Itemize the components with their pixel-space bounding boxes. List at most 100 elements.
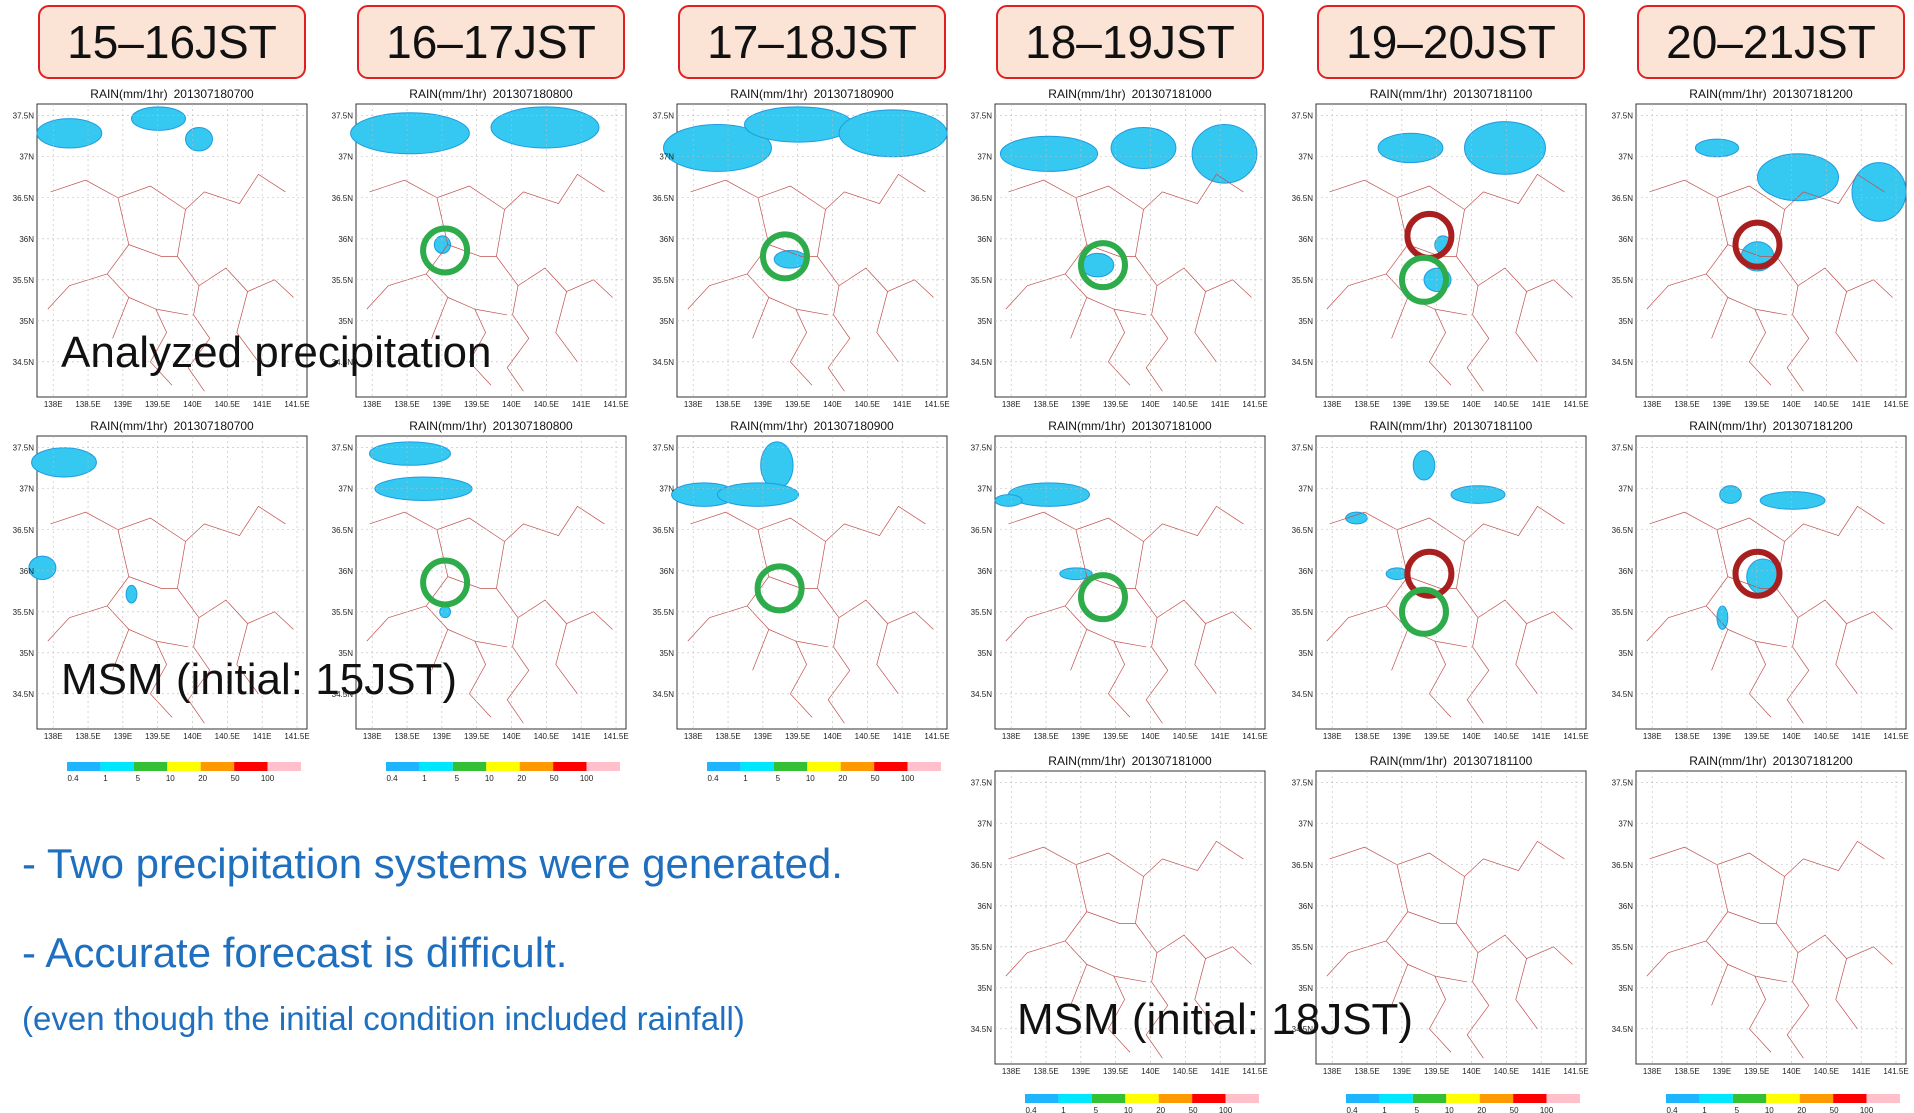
lon-label: 141E <box>1852 400 1871 409</box>
map-panel: RAIN(mm/1hr) 201307181200 37.5N 37N 36.5N 36N… <box>1612 754 1909 1076</box>
lat-label: 35N <box>659 317 674 326</box>
lon-label: 138.5E <box>1354 1067 1379 1076</box>
lon-label: 139.5E <box>1103 400 1128 409</box>
colorbar-label: 1 <box>103 774 108 783</box>
lat-label: 35N <box>19 649 34 658</box>
colorbar-segment <box>1833 1094 1867 1103</box>
lon-label: 139E <box>114 732 133 741</box>
map-panel: RAIN(mm/1hr) 201307181100 37.5N 37N 36.5N 36N… <box>1292 419 1589 741</box>
lon-label: 141E <box>572 732 591 741</box>
panel-variable: RAIN(mm/1hr) <box>1370 419 1447 433</box>
map-panel: RAIN(mm/1hr) 201307181100 37.5N 37N 36.5N 36N… <box>1292 87 1589 409</box>
lon-label: 141.5E <box>924 400 949 409</box>
colorbar-label: 50 <box>1830 1106 1839 1113</box>
lat-label: 35N <box>1298 317 1313 326</box>
lon-label: 138E <box>44 732 63 741</box>
colorbar-label: 10 <box>166 774 175 783</box>
lon-label: 138.5E <box>394 732 419 741</box>
lon-label: 141.5E <box>1563 732 1588 741</box>
lon-label: 138E <box>1323 400 1342 409</box>
panel-variable: RAIN(mm/1hr) <box>1689 419 1766 433</box>
lat-label: 35N <box>19 317 34 326</box>
lon-label: 140E <box>183 400 202 409</box>
highlight-circle <box>1078 240 1128 291</box>
lat-label: 37N <box>1618 820 1633 829</box>
panel-timestamp: 201307181100 <box>1453 754 1533 768</box>
panel-timestamp: 201307181100 <box>1453 419 1533 433</box>
lon-label: 139.5E <box>1103 1067 1128 1076</box>
lon-label: 140E <box>183 732 202 741</box>
map-panel: RAIN(mm/1hr) 201307181200 37.5N 37N 36.5N 36N… <box>1612 419 1909 741</box>
lon-label: 139.5E <box>1103 732 1128 741</box>
lat-label: 37.5N <box>13 112 35 121</box>
map-panel: RAIN(mm/1hr) 201307180700 37.5N 37N 36.5N 36N… <box>13 87 310 409</box>
lat-label: 36.5N <box>971 526 993 535</box>
lat-label: 37.5N <box>971 444 993 453</box>
lat-label: 37N <box>338 153 353 162</box>
lon-label: 140.5E <box>1494 732 1519 741</box>
highlight-circle <box>1732 219 1783 270</box>
lon-label: 139E <box>1393 732 1412 741</box>
lat-label: 34.5N <box>971 1025 993 1034</box>
lon-label: 139.5E <box>145 400 170 409</box>
lon-label: 139E <box>1713 732 1732 741</box>
lon-label: 139.5E <box>785 732 810 741</box>
highlight-circle <box>1404 548 1455 599</box>
lon-label: 138.5E <box>715 732 740 741</box>
lon-label: 138.5E <box>715 400 740 409</box>
colorbar-segment <box>1346 1094 1380 1103</box>
lat-label: 35N <box>1298 984 1313 993</box>
colorbar-label: 20 <box>1797 1106 1806 1113</box>
lon-label: 139E <box>1393 400 1412 409</box>
colorbar-label: 5 <box>1415 1106 1420 1113</box>
panel-title: RAIN(mm/1hr) 201307181000 <box>1048 754 1212 768</box>
rain-area <box>1377 132 1444 164</box>
lon-label: 140E <box>823 732 842 741</box>
lat-label: 35N <box>1618 649 1633 658</box>
lon-label: 138.5E <box>1354 400 1379 409</box>
lat-label: 36N <box>977 235 992 244</box>
lon-label: 141E <box>1211 1067 1230 1076</box>
header-box <box>38 5 306 79</box>
colorbar-segment <box>100 762 134 771</box>
map-frame <box>1635 770 1907 1065</box>
map-panel: RAIN(mm/1hr) 201307180800 37.5N 37N 36.5N 36N… <box>332 419 629 741</box>
lon-label: 138E <box>684 400 703 409</box>
lat-label: 37N <box>977 485 992 494</box>
rain-area <box>1191 124 1258 184</box>
lon-label: 141.5E <box>603 400 628 409</box>
colorbar-label: 0.4 <box>67 774 79 783</box>
panel-title: RAIN(mm/1hr) 201307181000 <box>1048 419 1212 433</box>
row-label: MSM (initial: 15JST) <box>61 655 457 704</box>
lat-label: 35.5N <box>332 276 354 285</box>
lat-label: 37.5N <box>653 112 675 121</box>
panel-timestamp: 201307181200 <box>1773 754 1853 768</box>
lon-label: 139.5E <box>1744 1067 1769 1076</box>
lon-label: 138E <box>363 732 382 741</box>
lon-label: 138E <box>1643 400 1662 409</box>
colorbar-segment <box>1412 1094 1447 1103</box>
lat-label: 34.5N <box>1292 1025 1314 1034</box>
colorbar-label: 10 <box>806 774 815 783</box>
colorbar-segment <box>1766 1094 1800 1103</box>
lon-label: 138E <box>363 400 382 409</box>
colorbar-label: 100 <box>1540 1106 1554 1113</box>
colorbar-label: 100 <box>901 774 915 783</box>
lon-label: 140.5E <box>1814 400 1839 409</box>
lon-label: 141E <box>253 400 272 409</box>
panel-title: RAIN(mm/1hr) 201307181100 <box>1370 754 1533 768</box>
lat-label: 36N <box>1618 235 1633 244</box>
lon-label: 140.5E <box>1173 1067 1198 1076</box>
lon-label: 141.5E <box>284 732 309 741</box>
colorbar-segment <box>1025 1094 1059 1103</box>
lon-label: 141.5E <box>1563 1067 1588 1076</box>
colorbar-segment <box>1158 1094 1193 1103</box>
colorbar-segment <box>1125 1094 1159 1103</box>
colorbar-segment <box>1446 1094 1480 1103</box>
colorbar-label: 20 <box>517 774 526 783</box>
lon-label: 140E <box>1782 732 1801 741</box>
lat-label: 35.5N <box>332 608 354 617</box>
map-panel: RAIN(mm/1hr) 201307180700 37.5N 37N 36.5N 36N… <box>13 419 310 741</box>
colorbar-segment <box>234 762 268 771</box>
panel-variable: RAIN(mm/1hr) <box>1048 754 1125 768</box>
